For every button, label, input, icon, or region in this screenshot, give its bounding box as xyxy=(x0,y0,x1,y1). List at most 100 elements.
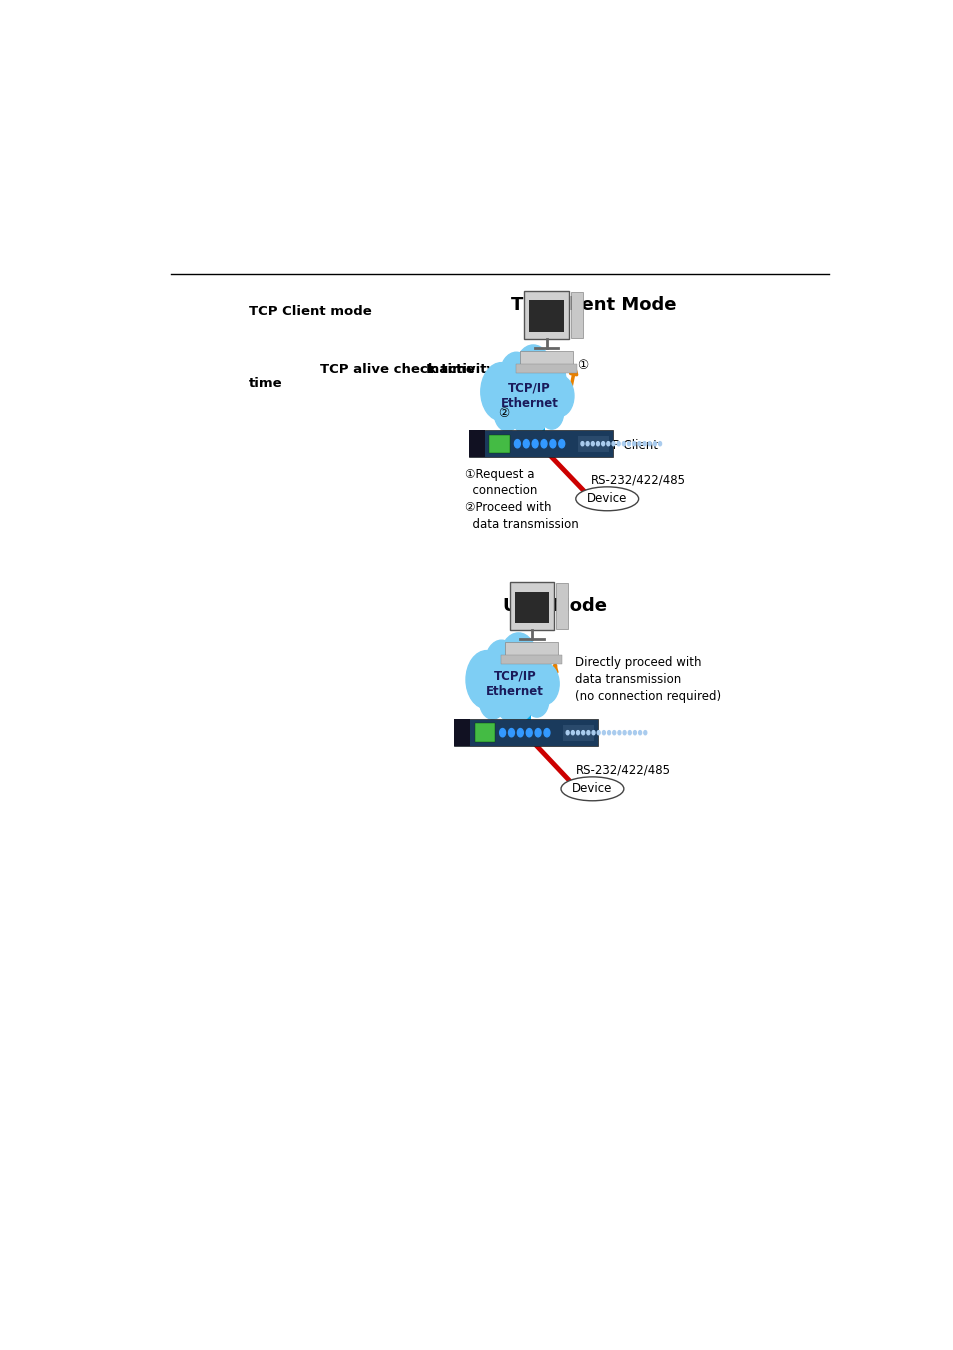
Circle shape xyxy=(581,730,584,734)
Circle shape xyxy=(591,441,594,446)
Circle shape xyxy=(642,441,645,446)
Text: TCP Client: TCP Client xyxy=(598,439,658,452)
Circle shape xyxy=(618,730,620,734)
Circle shape xyxy=(621,441,624,446)
Circle shape xyxy=(622,730,625,734)
Circle shape xyxy=(658,441,660,446)
FancyBboxPatch shape xyxy=(468,431,612,458)
Circle shape xyxy=(494,394,520,431)
Text: RS-232/422/485: RS-232/422/485 xyxy=(590,474,685,486)
Circle shape xyxy=(478,682,505,720)
FancyBboxPatch shape xyxy=(474,724,495,742)
Circle shape xyxy=(535,358,565,401)
Circle shape xyxy=(529,663,558,705)
Circle shape xyxy=(565,730,569,734)
Circle shape xyxy=(517,729,523,737)
Circle shape xyxy=(514,440,519,448)
Circle shape xyxy=(535,729,540,737)
Circle shape xyxy=(601,730,605,734)
Text: Inactivity: Inactivity xyxy=(426,363,496,377)
Ellipse shape xyxy=(560,776,623,801)
Circle shape xyxy=(523,440,529,448)
Circle shape xyxy=(576,730,578,734)
FancyBboxPatch shape xyxy=(514,591,549,622)
Text: Device: Device xyxy=(586,493,627,505)
Ellipse shape xyxy=(576,487,638,510)
FancyBboxPatch shape xyxy=(529,301,563,332)
Text: TCP Client Mode: TCP Client Mode xyxy=(511,297,676,315)
Circle shape xyxy=(638,730,641,734)
FancyBboxPatch shape xyxy=(509,582,554,629)
Text: Device: Device xyxy=(572,782,612,795)
Circle shape xyxy=(508,729,514,737)
Circle shape xyxy=(653,441,656,446)
Circle shape xyxy=(485,640,517,686)
Text: time: time xyxy=(249,377,282,390)
Circle shape xyxy=(499,633,537,684)
Circle shape xyxy=(586,730,589,734)
Circle shape xyxy=(539,396,563,429)
FancyBboxPatch shape xyxy=(519,351,573,363)
Circle shape xyxy=(633,730,636,734)
Text: TCP/IP
Ethernet: TCP/IP Ethernet xyxy=(485,670,543,698)
Circle shape xyxy=(515,346,551,397)
Circle shape xyxy=(499,729,505,737)
Circle shape xyxy=(628,730,631,734)
Circle shape xyxy=(544,375,574,417)
FancyBboxPatch shape xyxy=(556,583,567,629)
Circle shape xyxy=(648,441,651,446)
Circle shape xyxy=(638,441,640,446)
Circle shape xyxy=(499,352,532,398)
Circle shape xyxy=(580,441,583,446)
Circle shape xyxy=(612,441,615,446)
Text: TCP alive check time: TCP alive check time xyxy=(320,363,475,377)
Text: ②Proceed with: ②Proceed with xyxy=(465,501,551,514)
Text: connection: connection xyxy=(465,485,537,497)
Circle shape xyxy=(632,441,635,446)
Circle shape xyxy=(606,441,609,446)
Text: TCP Client mode: TCP Client mode xyxy=(249,305,371,319)
Circle shape xyxy=(532,440,537,448)
FancyBboxPatch shape xyxy=(468,431,484,458)
Circle shape xyxy=(617,441,619,446)
Text: ①: ① xyxy=(577,359,588,373)
FancyBboxPatch shape xyxy=(571,292,582,338)
Circle shape xyxy=(627,441,630,446)
Circle shape xyxy=(643,730,646,734)
Circle shape xyxy=(549,440,556,448)
Circle shape xyxy=(592,730,595,734)
Text: data transmission: data transmission xyxy=(465,517,578,531)
Text: UDP Mode: UDP Mode xyxy=(502,597,606,614)
FancyBboxPatch shape xyxy=(516,363,577,373)
Circle shape xyxy=(526,729,532,737)
FancyBboxPatch shape xyxy=(489,435,510,452)
Circle shape xyxy=(558,440,564,448)
Circle shape xyxy=(543,729,549,737)
FancyBboxPatch shape xyxy=(501,655,561,664)
Circle shape xyxy=(465,651,507,709)
Circle shape xyxy=(597,730,599,734)
FancyBboxPatch shape xyxy=(454,720,470,747)
Circle shape xyxy=(540,440,546,448)
Text: ②: ② xyxy=(497,408,509,420)
FancyBboxPatch shape xyxy=(524,290,568,339)
Circle shape xyxy=(612,730,615,734)
Circle shape xyxy=(596,441,598,446)
FancyBboxPatch shape xyxy=(505,643,558,655)
Text: Directly proceed with
data transmission
(no connection required): Directly proceed with data transmission … xyxy=(574,656,720,703)
Circle shape xyxy=(492,662,537,724)
FancyBboxPatch shape xyxy=(562,725,594,741)
Circle shape xyxy=(524,684,548,717)
Circle shape xyxy=(480,363,521,421)
Text: RS-232/422/485: RS-232/422/485 xyxy=(576,764,671,776)
Circle shape xyxy=(571,730,574,734)
FancyBboxPatch shape xyxy=(578,436,608,452)
Text: TCP/IP
Ethernet: TCP/IP Ethernet xyxy=(500,382,558,410)
FancyBboxPatch shape xyxy=(454,720,598,747)
Circle shape xyxy=(601,441,604,446)
Circle shape xyxy=(607,730,610,734)
Circle shape xyxy=(507,373,551,436)
Circle shape xyxy=(519,645,551,688)
Circle shape xyxy=(585,441,589,446)
Text: ①Request a: ①Request a xyxy=(465,467,535,481)
